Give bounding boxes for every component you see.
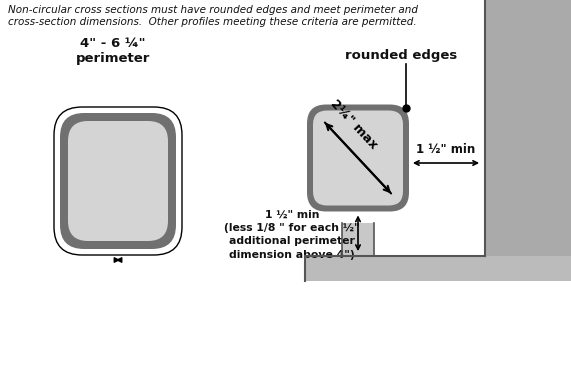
FancyBboxPatch shape	[68, 121, 168, 241]
FancyBboxPatch shape	[307, 105, 409, 212]
FancyBboxPatch shape	[313, 110, 403, 205]
Bar	[342, 223, 374, 256]
Text: 2¼" max: 2¼" max	[328, 98, 380, 152]
Text: Non-circular cross sections must have rounded edges and meet perimeter and
cross: Non-circular cross sections must have ro…	[8, 5, 418, 27]
FancyBboxPatch shape	[60, 113, 176, 249]
Text: 4" - 6 ¼"
perimeter: 4" - 6 ¼" perimeter	[76, 37, 150, 65]
Bar	[485, 0, 571, 256]
FancyBboxPatch shape	[54, 107, 182, 255]
Bar	[305, 256, 571, 281]
Text: 1 ½" min
(less 1/8 " for each ½"
additional perimeter
dimension above 4"): 1 ½" min (less 1/8 " for each ½" additio…	[224, 210, 360, 260]
Text: 1 ½" min: 1 ½" min	[416, 143, 476, 156]
Text: rounded edges: rounded edges	[345, 49, 457, 62]
